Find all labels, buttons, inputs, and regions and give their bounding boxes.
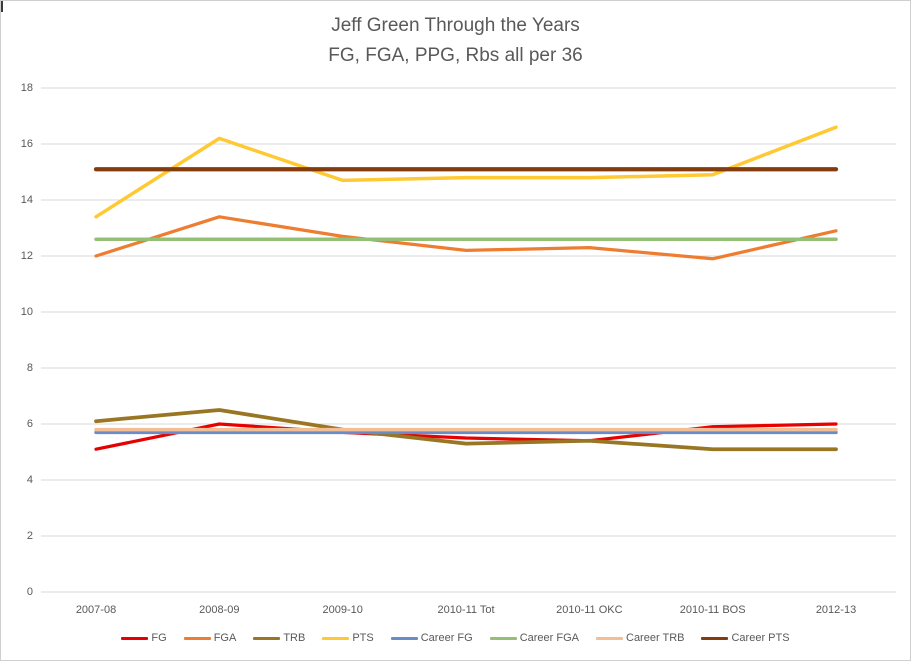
y-axis-tick-label: 6 bbox=[26, 418, 33, 430]
legend-label: FGA bbox=[213, 632, 237, 644]
legend-item-fg: FG bbox=[121, 632, 167, 644]
legend-swatch bbox=[322, 636, 350, 640]
series-line-pts bbox=[94, 125, 838, 219]
x-axis-category-label: 2010-11 OKC bbox=[556, 604, 623, 616]
legend-item-fga: FGA bbox=[183, 632, 237, 644]
legend-label: Career TRB bbox=[626, 632, 685, 644]
chart-title-block: Jeff Green Through the Years FG, FGA, PP… bbox=[1, 11, 910, 71]
y-axis-tick-label: 12 bbox=[20, 250, 33, 262]
y-axis-tick-label: 2 bbox=[26, 530, 33, 542]
legend-swatch bbox=[121, 636, 149, 640]
y-axis-tick-label: 14 bbox=[20, 194, 33, 206]
chart-subtitle: FG, FGA, PPG, Rbs all per 36 bbox=[328, 45, 583, 66]
y-axis-tick-label: 4 bbox=[26, 474, 33, 486]
legend-label: Career PTS bbox=[731, 632, 790, 644]
legend-swatch bbox=[390, 636, 418, 640]
x-axis-category-label: 2010-11 BOS bbox=[679, 604, 746, 616]
legend-swatch bbox=[183, 636, 211, 640]
legend-label: TRB bbox=[283, 632, 306, 644]
x-axis-category-label: 2009-10 bbox=[322, 604, 363, 616]
legend-item-career-pts: Career PTS bbox=[701, 632, 790, 644]
legend-item-career-fg: Career FG bbox=[390, 632, 473, 644]
screen-edge-artifact bbox=[1, 1, 3, 12]
y-axis-tick-label: 0 bbox=[26, 586, 33, 598]
x-axis-category-label: 2007-08 bbox=[75, 604, 117, 616]
legend-label: PTS bbox=[352, 632, 374, 644]
y-axis-tick-label: 10 bbox=[20, 306, 33, 318]
legend-swatch bbox=[596, 636, 623, 640]
y-axis-tick-label: 8 bbox=[26, 362, 33, 374]
legend-item-career-fga: Career FGA bbox=[489, 632, 579, 644]
legend-item-career-trb: Career TRB bbox=[596, 632, 684, 644]
legend-swatch bbox=[253, 636, 281, 640]
y-axis-tick-label: 18 bbox=[20, 82, 33, 94]
legend: FG FGA TRB PTS Career FG Career FGA Career TRB… bbox=[1, 632, 910, 644]
series-line-fg bbox=[94, 422, 838, 451]
chart-title: Jeff Green Through the Years bbox=[331, 15, 580, 36]
y-axis-tick-label: 16 bbox=[20, 138, 33, 150]
series-line-trb bbox=[94, 408, 838, 452]
legend-label: Career FG bbox=[420, 632, 473, 644]
legend-label: FG bbox=[151, 632, 167, 644]
x-axis-category-label: 2008-09 bbox=[199, 604, 240, 616]
series-line-fga bbox=[94, 215, 838, 261]
legend-item-pts: PTS bbox=[322, 632, 374, 644]
x-axis-category-label: 2012-13 bbox=[815, 604, 857, 616]
x-axis-category-label: 2010-11 Tot bbox=[437, 604, 495, 616]
legend-label: Career FGA bbox=[519, 632, 579, 644]
legend-swatch bbox=[701, 636, 729, 640]
legend-swatch bbox=[489, 636, 517, 640]
legend-item-trb: TRB bbox=[253, 632, 305, 644]
